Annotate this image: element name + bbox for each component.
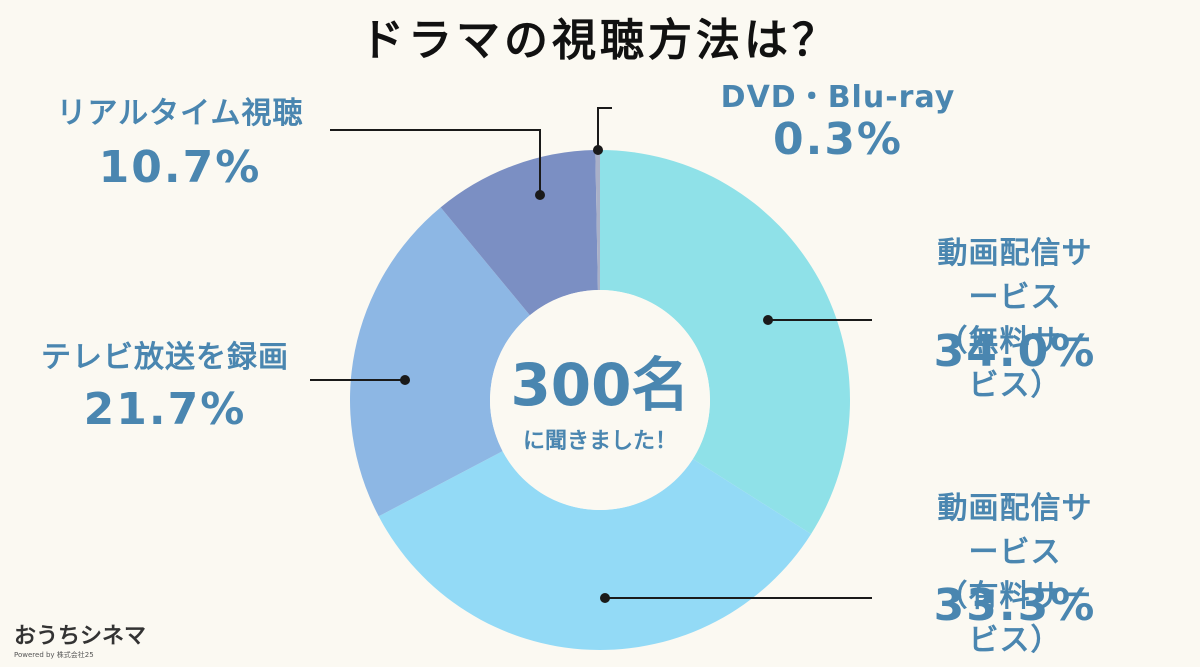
leader-line [330,129,541,195]
value-label: 10.7% [98,142,262,193]
donut-segment [378,451,812,651]
leader-dot [763,315,773,325]
leader-dot [600,593,610,603]
category-label: リアルタイム視聴 [56,96,304,131]
donut-hole [490,290,710,510]
category-label: 動画配信サービス （有料サービス） [937,491,1093,658]
leader-dot [400,375,410,385]
logo: おうちシネマ Powered by 株式会社25 [14,618,146,660]
center-subtitle: に聞きました！ [523,429,677,454]
donut-segment [595,150,600,291]
donut-segment [440,150,598,316]
logo-tagline: Powered by 株式会社25 [14,651,94,659]
category-label: 動画配信サービス （無料サービス） [937,236,1093,403]
value-label: 21.7% [83,384,247,435]
center-title: 300名 [510,351,689,419]
leader-line [597,107,612,150]
leader-dot [535,190,545,200]
donut-segment [350,207,530,517]
logo-name: おうちシネマ [14,624,147,649]
value-label: 34.0% [933,326,1097,377]
donut-segment [600,150,851,534]
leader-dot [593,145,603,155]
category-label: テレビ放送を録画 [41,340,289,375]
value-label: 0.3% [772,114,904,165]
category-label: DVD・Blu-ray [720,80,956,115]
value-label: 33.3% [933,580,1097,631]
chart-title: ドラマの視聴方法は？ [360,15,840,66]
